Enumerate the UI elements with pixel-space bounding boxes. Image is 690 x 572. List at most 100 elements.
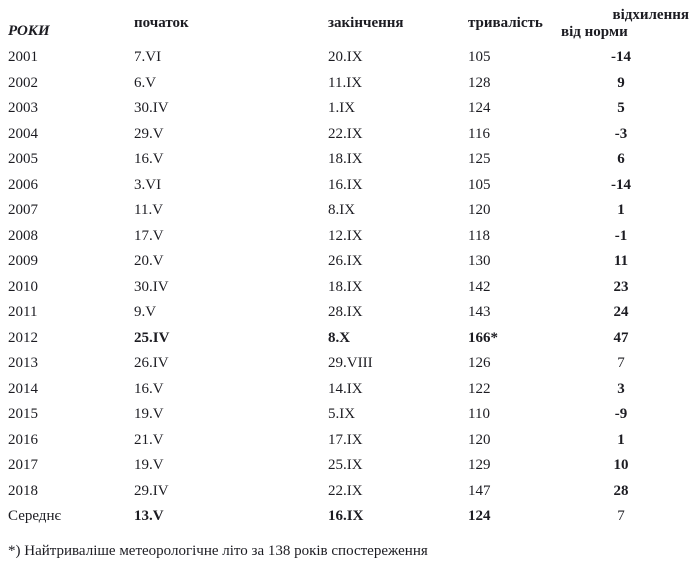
cell-start: 26.IV [134,355,169,372]
cell-duration: 129 [468,457,491,474]
cell-deviation: 7 [617,508,625,525]
cell-start: 29.IV [134,482,169,499]
cell-deviation: 7 [617,355,625,372]
cell-year: 2017 [8,457,38,474]
cell-end: 17.IX [328,431,363,448]
cell-year: 2009 [8,253,38,270]
cell-year: 2008 [8,227,38,244]
cell-duration: 130 [468,253,491,270]
cell-duration: 147 [468,482,491,499]
table-row: 2008 17.V 12.IX 118 -1 [0,224,690,250]
footnote: *) Найтриваліше метеорологічне літо за 1… [8,543,428,559]
cell-start: 21.V [134,431,164,448]
header-end: закінчення [328,15,404,31]
cell-start: 13.V [134,508,164,525]
cell-year: 2012 [8,329,38,346]
cell-deviation: 9 [617,74,625,91]
cell-deviation: 24 [613,304,629,321]
cell-year: Середнє [8,508,61,525]
table-row: 2006 3.VI 16.IX 105 -14 [0,173,690,199]
cell-end: 16.IX [328,508,364,525]
cell-start: 9.V [134,304,157,321]
table-row: 2015 19.V 5.IX 110 -9 [0,402,690,428]
cell-year: 2004 [8,125,38,142]
table-row: 2011 9.V 28.IX 143 24 [0,300,690,326]
cell-deviation: 23 [613,278,629,295]
cell-duration: 142 [468,278,491,295]
cell-duration: 116 [468,125,490,142]
cell-year: 2014 [8,380,38,397]
cell-end: 20.IX [328,49,363,66]
cell-duration: 110 [468,406,490,423]
table-row: 2009 20.V 26.IX 130 11 [0,249,690,275]
cell-start: 3.VI [134,176,162,193]
cell-start: 16.V [134,151,164,168]
cell-duration: 124 [468,508,491,525]
cell-start: 19.V [134,406,164,423]
table-header: РОКИ початок закінчення тривалість відхи… [0,2,690,45]
cell-end: 1.IX [328,100,356,117]
cell-deviation: 10 [613,457,629,474]
header-start: початок [134,15,189,31]
cell-end: 16.IX [328,176,363,193]
cell-end: 8.IX [328,202,356,219]
cell-end: 14.IX [328,380,363,397]
cell-end: 28.IX [328,304,363,321]
cell-deviation: 5 [617,100,625,117]
cell-year: 2018 [8,482,38,499]
cell-start: 17.V [134,227,164,244]
summer-duration-table: РОКИ початок закінчення тривалість відхи… [0,2,690,530]
cell-year: 2011 [8,304,38,321]
table-row: 2005 16.V 18.IX 125 6 [0,147,690,173]
cell-deviation: 47 [613,329,629,346]
cell-end: 29.VIII [328,355,373,372]
header-years: РОКИ [8,23,50,39]
cell-deviation: 3 [617,380,625,397]
cell-year: 2007 [8,202,38,219]
cell-end: 8.X [328,329,351,346]
cell-duration: 105 [468,49,491,66]
cell-deviation: 1 [617,431,625,448]
cell-year: 2001 [8,49,38,66]
cell-year: 2003 [8,100,38,117]
table-row: Середнє 13.V 16.IX 124 7 [0,504,690,530]
cell-duration: 120 [468,431,491,448]
cell-duration: 128 [468,74,491,91]
cell-year: 2005 [8,151,38,168]
cell-end: 5.IX [328,406,356,423]
table-row: 2001 7.VI 20.IX 105 -14 [0,45,690,71]
cell-duration: 125 [468,151,491,168]
cell-duration: 122 [468,380,491,397]
cell-start: 29.V [134,125,164,142]
cell-year: 2010 [8,278,38,295]
cell-start: 19.V [134,457,164,474]
cell-deviation: 6 [617,151,625,168]
table-row: 2007 11.V 8.IX 120 1 [0,198,690,224]
cell-year: 2016 [8,431,38,448]
cell-end: 18.IX [328,278,363,295]
header-deviation: відхилення від норми [560,2,690,45]
cell-deviation: 28 [613,482,629,499]
cell-deviation: -3 [614,125,628,142]
table-row: 2010 30.IV 18.IX 142 23 [0,275,690,301]
table-row: 2014 16.V 14.IX 122 3 [0,377,690,403]
cell-duration: 124 [468,100,491,117]
header-deviation-line2: від норми [561,23,628,40]
table-row: 2002 6.V 11.IX 128 9 [0,71,690,97]
cell-duration: 120 [468,202,491,219]
cell-deviation: -14 [611,49,631,66]
cell-end: 18.IX [328,151,363,168]
cell-end: 22.IX [328,482,363,499]
cell-duration: 105 [468,176,491,193]
cell-year: 2015 [8,406,38,423]
table-row: 2004 29.V 22.IX 116 -3 [0,122,690,148]
cell-end: 12.IX [328,227,363,244]
header-deviation-line1: відхилення [612,6,689,23]
cell-deviation: 1 [617,202,625,219]
cell-year: 2002 [8,74,38,91]
cell-duration: 118 [468,227,490,244]
cell-end: 25.IX [328,457,363,474]
header-duration: тривалість [468,15,543,31]
cell-start: 11.V [134,202,164,219]
